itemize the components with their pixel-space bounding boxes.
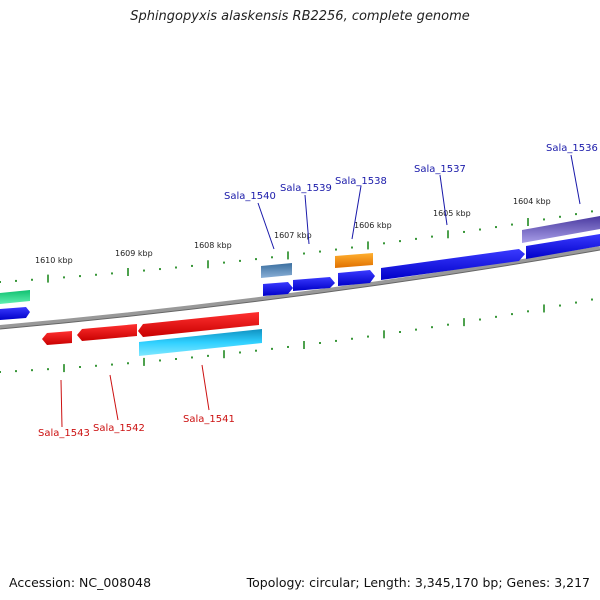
purple-feature-sala-1536[interactable] <box>522 216 600 243</box>
ruler-label-1609: 1609 kbp <box>115 249 153 258</box>
ruler-label-1607: 1607 kbp <box>274 231 312 240</box>
cds-sala-1536[interactable] <box>526 234 600 259</box>
gene-label-sala-1537[interactable]: Sala_1537 <box>414 164 466 175</box>
accession-text: Accession: NC_008048 <box>9 575 152 590</box>
cds-sala-1542[interactable] <box>77 324 137 341</box>
ruler-label-1604: 1604 kbp <box>513 197 551 206</box>
gene-label-sala-1541[interactable]: Sala_1541 <box>183 414 235 425</box>
cds-sala-1540[interactable] <box>263 282 293 296</box>
ruler-label-1606: 1606 kbp <box>354 221 392 230</box>
cds-sala-1541[interactable] <box>138 312 259 337</box>
topology-text: Topology: circular; Length: 3,345,170 bp… <box>246 575 590 590</box>
cyan-feature-sala-1541[interactable] <box>139 329 262 356</box>
gene-label-sala-1536[interactable]: Sala_1536 <box>546 143 598 154</box>
rna-feature-sala-1538[interactable] <box>335 253 373 268</box>
cds-forward-left[interactable] <box>0 307 30 320</box>
ruler-label-1610: 1610 kbp <box>35 256 73 265</box>
steelblue-feature-sala-1540[interactable] <box>261 263 292 278</box>
gene-label-sala-1540[interactable]: Sala_1540 <box>224 191 276 202</box>
gene-label-sala-1542[interactable]: Sala_1542 <box>93 423 145 434</box>
reverse-ruler <box>0 298 593 373</box>
ruler-label-1605: 1605 kbp <box>433 209 471 218</box>
genome-backbone <box>0 246 600 329</box>
gene-label-sala-1538[interactable]: Sala_1538 <box>335 176 387 187</box>
ruler-label-1608: 1608 kbp <box>194 241 232 250</box>
map-title: Sphingopyxis alaskensis RB2256, complete… <box>130 9 470 24</box>
green-feature[interactable] <box>0 290 30 304</box>
cds-sala-1543[interactable] <box>42 331 72 345</box>
gene-label-sala-1543[interactable]: Sala_1543 <box>38 428 90 439</box>
cds-sala-1538[interactable] <box>338 270 375 286</box>
cds-sala-1539[interactable] <box>293 277 335 291</box>
gene-label-sala-1539[interactable]: Sala_1539 <box>280 183 332 194</box>
cds-sala-1537[interactable] <box>381 249 525 280</box>
forward-ruler <box>0 210 593 283</box>
